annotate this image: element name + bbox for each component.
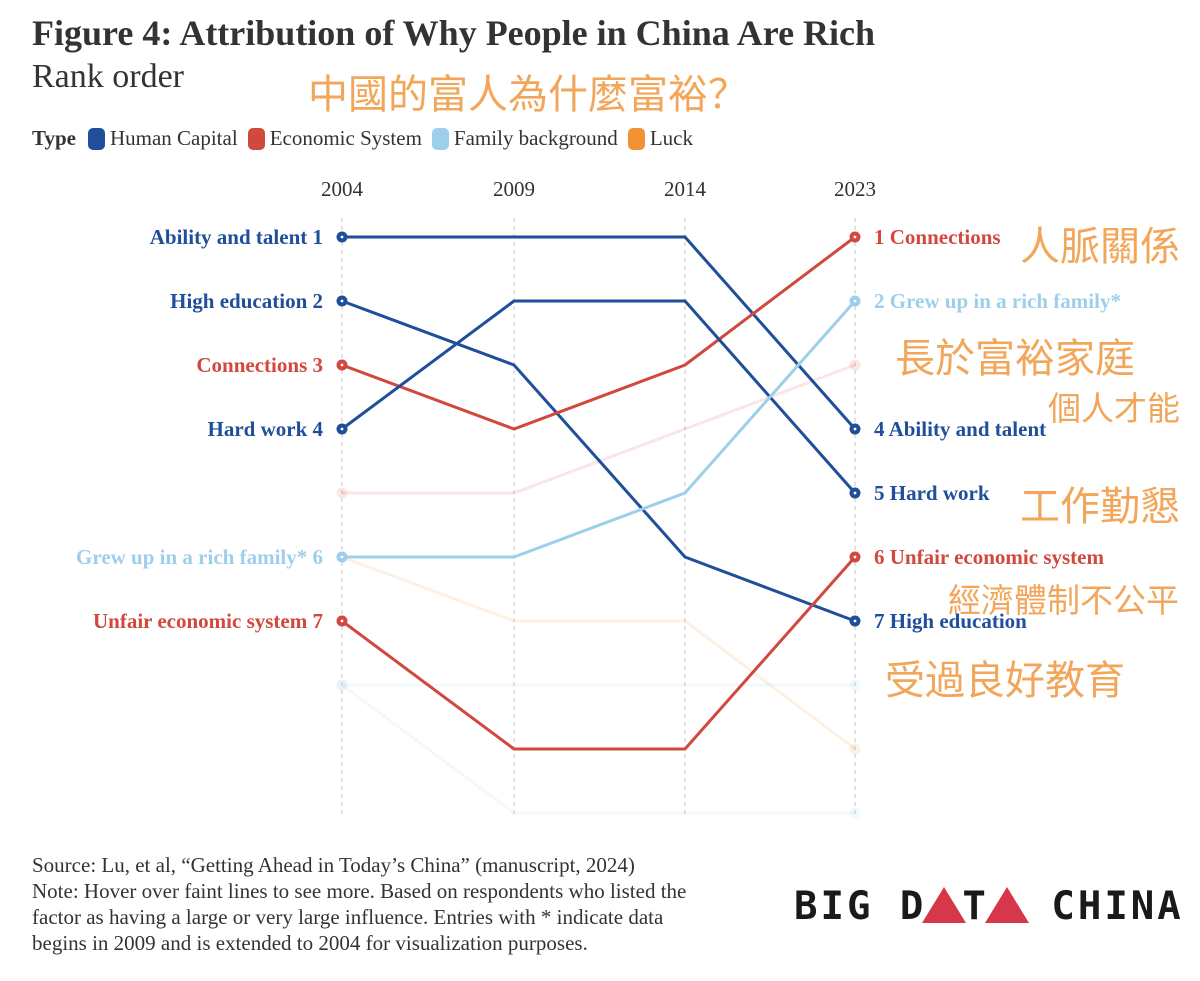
- legend-swatch: [431, 127, 449, 150]
- series-label-right: 1 Connections: [874, 225, 1001, 249]
- series-point[interactable]: [336, 679, 348, 691]
- series-point-center: [853, 555, 857, 559]
- series-label-right: 6 Unfair economic system: [874, 545, 1104, 569]
- x-tick-label: 2004: [321, 177, 364, 201]
- series-point[interactable]: [849, 807, 861, 819]
- series-point[interactable]: [849, 743, 861, 755]
- note-line: begins in 2009 and is extended to 2004 f…: [32, 931, 588, 955]
- x-tick-label: 2014: [664, 177, 707, 201]
- series-line[interactable]: [342, 235, 857, 430]
- source-line: Source: Lu, et al, “Getting Ahead in Tod…: [32, 853, 635, 877]
- big-data-china-logo: BIG D T CHINA: [794, 884, 1184, 929]
- annotation-cn: 個人才能: [1048, 389, 1180, 428]
- series-label-right: 2 Grew up in a rich family*: [874, 289, 1121, 313]
- legend-swatch: [247, 127, 265, 150]
- series-point-center: [340, 619, 344, 623]
- legend-item-economic-system[interactable]: Economic System: [247, 126, 422, 151]
- legend-item-human-capital[interactable]: Human Capital: [87, 126, 238, 151]
- series-line[interactable]: [341, 683, 855, 815]
- legend: Type Human Capital Economic System Famil…: [32, 126, 703, 151]
- note-line: factor as having a large or very large i…: [32, 905, 664, 929]
- legend-label: Economic System: [269, 126, 422, 150]
- legend-label: Family background: [453, 126, 618, 150]
- series-label-right: 7 High education: [874, 609, 1027, 633]
- series-label-left: Hard work 4: [208, 417, 324, 441]
- series-line[interactable]: [341, 556, 857, 751]
- series-point[interactable]: [849, 679, 861, 691]
- series-label-right: 4 Ability and talent: [874, 417, 1046, 441]
- x-tick-label: 2009: [493, 177, 535, 201]
- series-label-left: Grew up in a rich family* 6: [76, 545, 323, 569]
- series-label-left: Unfair economic system 7: [93, 609, 323, 633]
- series-line[interactable]: [342, 363, 856, 495]
- annotation-cn: 受過良好教育: [885, 658, 1125, 704]
- legend-title: Type: [32, 126, 76, 150]
- legend-swatch: [87, 127, 105, 150]
- series-label-left: Connections 3: [196, 353, 323, 377]
- series-point-center: [853, 427, 857, 431]
- series-label-right: 5 Hard work: [874, 481, 990, 505]
- logo-text: T: [962, 884, 989, 929]
- series-point-center: [853, 619, 857, 623]
- series-point-center: [340, 363, 344, 367]
- chart-subtitle: Rank order: [32, 58, 185, 95]
- series-point-center: [340, 299, 344, 303]
- chart-title: Figure 4: Attribution of Why People in C…: [32, 13, 876, 53]
- series-point[interactable]: [336, 487, 348, 499]
- series-line[interactable]: [342, 300, 857, 559]
- series-label-left: Ability and talent 1: [150, 225, 323, 249]
- annotation-cn: 人脈關係: [1020, 224, 1180, 270]
- annotation-title-cn: 中國的富人為什麼富裕？: [308, 72, 748, 118]
- legend-label: Human Capital: [109, 126, 238, 150]
- series-point-center: [340, 555, 344, 559]
- logo-triangle-icon: [922, 887, 967, 923]
- series-point-center: [340, 427, 344, 431]
- series-point[interactable]: [849, 359, 861, 371]
- logo-triangle-icon: [984, 887, 1029, 923]
- series-point-center: [853, 235, 857, 239]
- series-point[interactable]: [336, 679, 348, 691]
- series-label-left: High education 2: [170, 289, 323, 313]
- legend-swatch: [627, 127, 645, 150]
- note-line: Note: Hover over faint lines to see more…: [32, 879, 687, 903]
- annotation-cn: 工作勤懇: [1020, 484, 1180, 530]
- logo-text: CHINA: [1024, 884, 1184, 929]
- annotation-cn: 長於富裕家庭: [895, 336, 1135, 382]
- logo-text: BIG D: [794, 884, 927, 929]
- series-point-center: [853, 491, 857, 495]
- series-line[interactable]: [341, 299, 856, 623]
- series-point-center: [853, 299, 857, 303]
- annotation-cn: 經濟體制不公平: [948, 581, 1179, 620]
- legend-item-family-background[interactable]: Family background: [431, 126, 618, 151]
- footer-note: Source: Lu, et al, “Getting Ahead in Tod…: [32, 852, 792, 956]
- series-line[interactable]: [341, 555, 856, 751]
- series-point-center: [340, 235, 344, 239]
- series-line[interactable]: [341, 235, 856, 431]
- x-tick-label: 2023: [834, 177, 876, 201]
- legend-item-luck[interactable]: Luck: [627, 126, 693, 151]
- legend-label: Luck: [649, 126, 693, 150]
